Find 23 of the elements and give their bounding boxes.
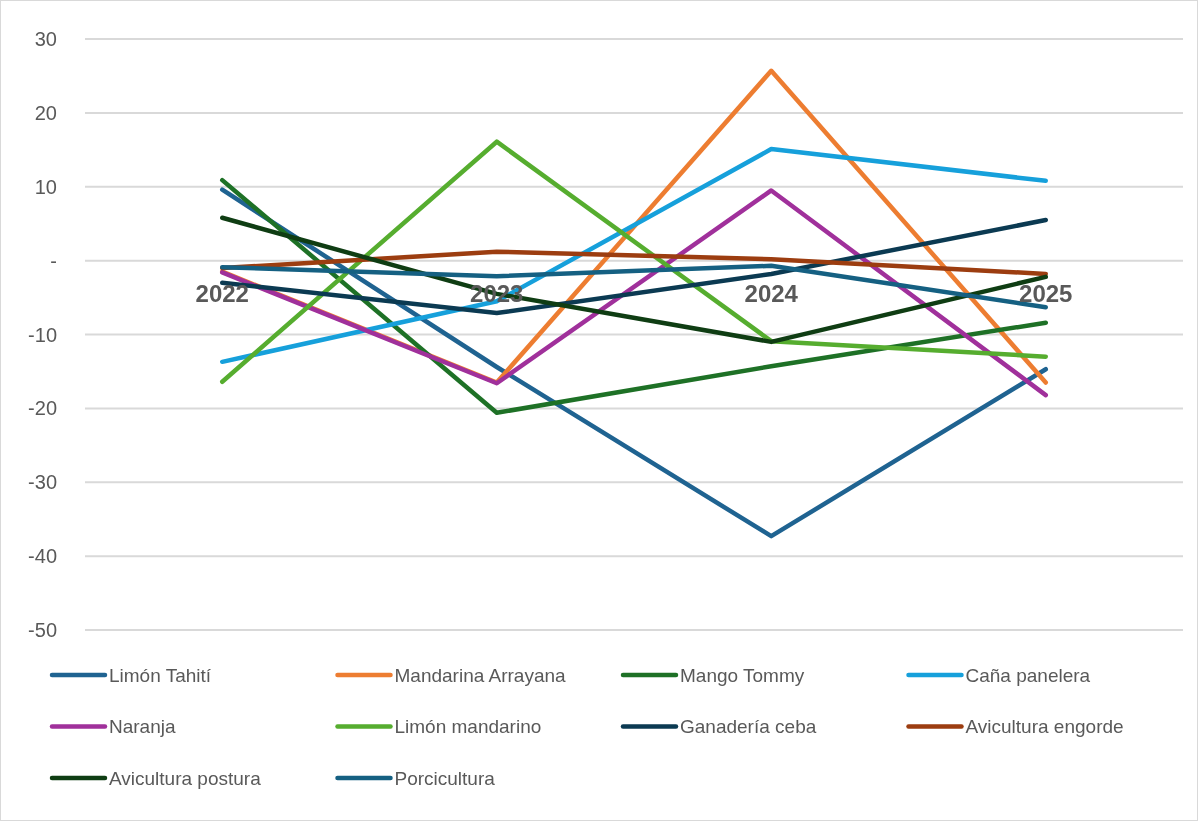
line-series [220,249,1048,277]
legend-label: Mandarina Arrayana [394,664,567,686]
y-tick-label: - [50,249,57,272]
legend-label: Porcicultura [394,767,496,789]
x-tick-label: 2025 [1019,280,1073,308]
legend-label: Naranja [109,716,176,738]
x-tick-label: 2022 [195,280,249,308]
y-tick-label: -10 [28,323,57,346]
legend-label: Avicultura engorde [965,716,1124,738]
legend-label: Limón Tahití [109,664,212,686]
y-tick-label: 10 [34,175,57,198]
y-tick-label: -20 [28,397,57,420]
legend-label: Caña panelera [965,664,1091,686]
y-tick-label: 20 [34,101,57,124]
y-tick-label: 30 [34,28,57,50]
legend-label: Avicultura postura [109,767,262,789]
y-tick-label: -30 [28,471,57,494]
legend-label: Ganadería ceba [680,716,817,738]
legend-label: Limón mandarino [394,716,542,738]
legend-label: Mango Tommy [680,664,805,686]
y-tick-label: -40 [28,545,57,568]
x-tick-label: 2024 [744,280,799,308]
y-tick-label: -50 [28,619,57,641]
